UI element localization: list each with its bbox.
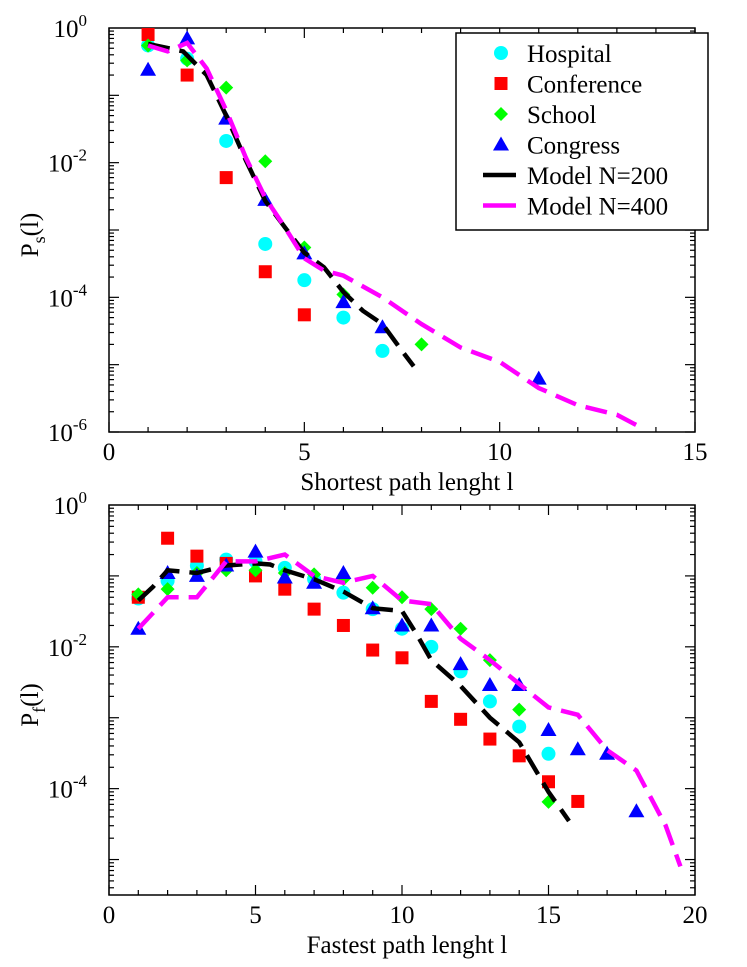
data-point-school: [160, 582, 175, 597]
data-point-conference: [219, 171, 233, 185]
data-point-conference: [483, 732, 497, 746]
series-line-model-n-200: [136, 561, 571, 823]
data-point-school: [248, 563, 263, 578]
data-point-hospital: [482, 694, 497, 709]
data-point-congress: [540, 722, 557, 737]
series-line-model-n-400: [147, 40, 646, 432]
data-point-conference: [141, 28, 155, 42]
data-point-hospital: [219, 133, 234, 148]
x-tick-label: 0: [103, 439, 116, 466]
data-point-conference: [395, 651, 409, 665]
data-point-congress: [394, 617, 410, 632]
data-point-congress: [481, 676, 498, 691]
data-point-congress: [423, 617, 440, 632]
legend-marker-congress: [493, 136, 509, 151]
legend-label-model-n-400: Model N=400: [527, 194, 668, 221]
x-tick-label: 5: [298, 439, 311, 466]
legend-label-model-n-200: Model N=200: [527, 163, 668, 190]
y-tick-label: 10-2: [48, 146, 87, 178]
data-point-conference: [190, 549, 204, 563]
data-point-congress: [247, 543, 264, 558]
data-point-conference: [161, 531, 175, 545]
data-point-conference: [512, 749, 526, 763]
data-point-congress: [276, 569, 293, 584]
x-tick-label: 5: [249, 902, 262, 929]
legend-label-hospital: Hospital: [527, 41, 612, 68]
y-tick-label: 10-6: [48, 415, 87, 447]
data-point-hospital: [336, 310, 351, 325]
series-conference: [141, 28, 311, 322]
chart-panel-top: 0 5 10 15 100 10-2 10-4 10-6 Shortest path lengh…: [17, 11, 709, 496]
data-point-conference: [258, 265, 272, 279]
data-point-conference: [278, 582, 292, 596]
x-tick-label: 0: [103, 902, 116, 929]
legend-marker-school: [494, 107, 508, 121]
data-point-congress: [628, 803, 645, 818]
x-axis-label: Fastest path lenght l: [307, 932, 508, 959]
series-line-model-n-400: [136, 552, 683, 868]
y-tick-label: 10-4: [48, 280, 88, 312]
data-point-conference: [424, 694, 438, 708]
data-point-school: [219, 80, 234, 95]
data-point-hospital: [512, 719, 527, 734]
y-tick-label: 10-4: [48, 772, 88, 804]
data-point-school: [453, 621, 468, 636]
data-point-conference: [180, 68, 194, 82]
data-point-hospital: [297, 273, 312, 288]
data-point-school: [395, 590, 409, 605]
y-axis-label: Ps(l): [17, 213, 49, 258]
data-point-hospital: [258, 236, 273, 251]
y-tick-label: 10-2: [48, 630, 87, 662]
y-tick-label: 100: [54, 488, 88, 520]
y-axis-label: Pf(l): [17, 683, 49, 727]
data-point-conference: [366, 643, 380, 657]
data-point-hospital: [541, 746, 556, 761]
legend: Hospital Conference School Congress Model N=…: [455, 32, 709, 231]
legend-marker-hospital: [494, 46, 508, 60]
data-point-school: [258, 154, 273, 169]
data-point-conference: [336, 618, 350, 632]
series-school: [141, 38, 429, 352]
data-point-conference: [454, 712, 468, 726]
legend-label-congress: Congress: [527, 133, 620, 160]
legend-label-school: School: [527, 102, 597, 129]
x-axis-label: Shortest path lenght l: [300, 469, 513, 496]
legend-marker-conference: [494, 77, 508, 90]
data-point-congress: [530, 370, 547, 385]
plot-data: [140, 28, 646, 432]
data-point-hospital: [375, 343, 390, 358]
data-point-conference: [571, 794, 585, 808]
x-tick-label: 10: [390, 902, 415, 929]
data-point-school: [512, 702, 527, 717]
series-line-model-n-200: [147, 41, 416, 368]
data-point-congress: [452, 656, 469, 671]
legend-frame: [455, 32, 709, 231]
y-tick-label: 100: [54, 11, 88, 43]
x-tick-label: 15: [683, 439, 708, 466]
x-tick-label: 15: [536, 902, 561, 929]
data-point-school: [414, 337, 429, 352]
data-point-congress: [569, 741, 586, 756]
legend-label-conference: Conference: [527, 72, 642, 99]
data-point-congress: [335, 564, 352, 579]
chart-panel-bottom: 0 5 10 15 20 100 10-2 10-4 Fastest path lenght l…: [17, 488, 708, 959]
plot-data: [130, 531, 683, 868]
x-tick-label: 20: [683, 902, 708, 929]
data-point-congress: [306, 574, 323, 589]
series-congress: [130, 543, 645, 818]
data-point-congress: [179, 30, 196, 45]
x-tick-label: 10: [487, 439, 512, 466]
data-point-school: [365, 580, 380, 595]
data-point-conference: [307, 602, 321, 616]
data-point-conference: [297, 308, 311, 322]
data-point-congress: [335, 294, 352, 309]
data-point-congress: [140, 61, 157, 76]
